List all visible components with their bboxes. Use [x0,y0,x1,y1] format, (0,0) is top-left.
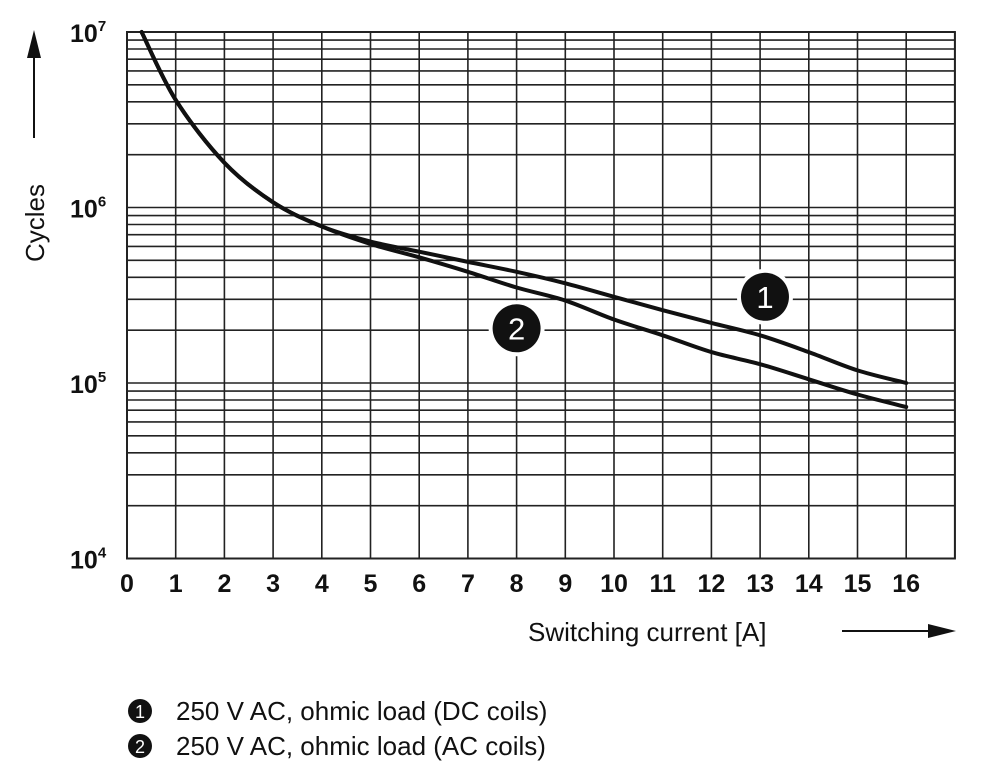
x-axis-label: Switching current [A] [528,617,766,647]
y-tick-labels: 104 105 106 107 [70,18,107,575]
x-tick-label: 5 [364,570,378,598]
legend-label-1: 250 V AC, ohmic load (DC coils) [176,696,547,726]
x-tick-label: 3 [266,570,280,598]
series-marker-label-2: 2 [508,311,525,346]
x-tick-labels: 0 1 2 3 4 5 6 7 8 9 10 11 12 13 14 15 16 [120,570,920,598]
x-tick-label: 15 [844,570,872,598]
legend-label-2: 250 V AC, ohmic load (AC coils) [176,731,546,761]
series-line-2 [139,30,909,409]
x-tick-label: 14 [795,570,823,598]
x-tick-label: 10 [600,570,628,598]
series-marker-1 [740,272,789,321]
x-axis-title: Switching current [A] [528,617,956,647]
legend: 1 250 V AC, ohmic load (DC coils) 2 250 … [128,696,547,761]
plot-frame [126,31,956,560]
y-tick-label: 104 [70,545,107,575]
x-tick-label: 1 [169,570,183,598]
x-tick-label: 6 [412,570,426,598]
x-tick-label: 12 [697,570,725,598]
legend-item-1: 1 250 V AC, ohmic load (DC coils) [128,696,547,726]
y-tick-label: 107 [70,18,106,48]
series-markers: 12 [488,268,793,357]
y-tick-label: 105 [70,369,106,399]
y-axis-label: Cycles [20,184,50,262]
x-tick-label: 11 [649,570,676,598]
x-tick-label: 9 [558,570,572,598]
x-tick-label: 7 [461,570,475,598]
y-axis-arrow-head [27,30,41,58]
series-lines [139,30,909,409]
y-axis-title: Cycles [20,30,50,262]
legend-marker-2 [128,734,152,758]
x-tick-label: 13 [746,570,774,598]
x-tick-label: 4 [315,570,329,598]
series-marker-2 [492,304,541,353]
legend-marker-1-text: 1 [135,702,145,722]
y-tick-label: 106 [70,194,106,224]
x-axis-arrow-head [928,624,956,638]
legend-marker-1 [128,699,152,723]
x-tick-label: 16 [892,570,920,598]
legend-item-2: 2 250 V AC, ohmic load (AC coils) [128,731,546,761]
series-marker-label-1: 1 [756,280,773,315]
grid [126,31,956,560]
x-tick-label: 2 [217,570,231,598]
x-tick-label: 8 [510,570,524,598]
legend-marker-2-text: 2 [135,737,145,757]
x-tick-label: 0 [120,570,134,598]
